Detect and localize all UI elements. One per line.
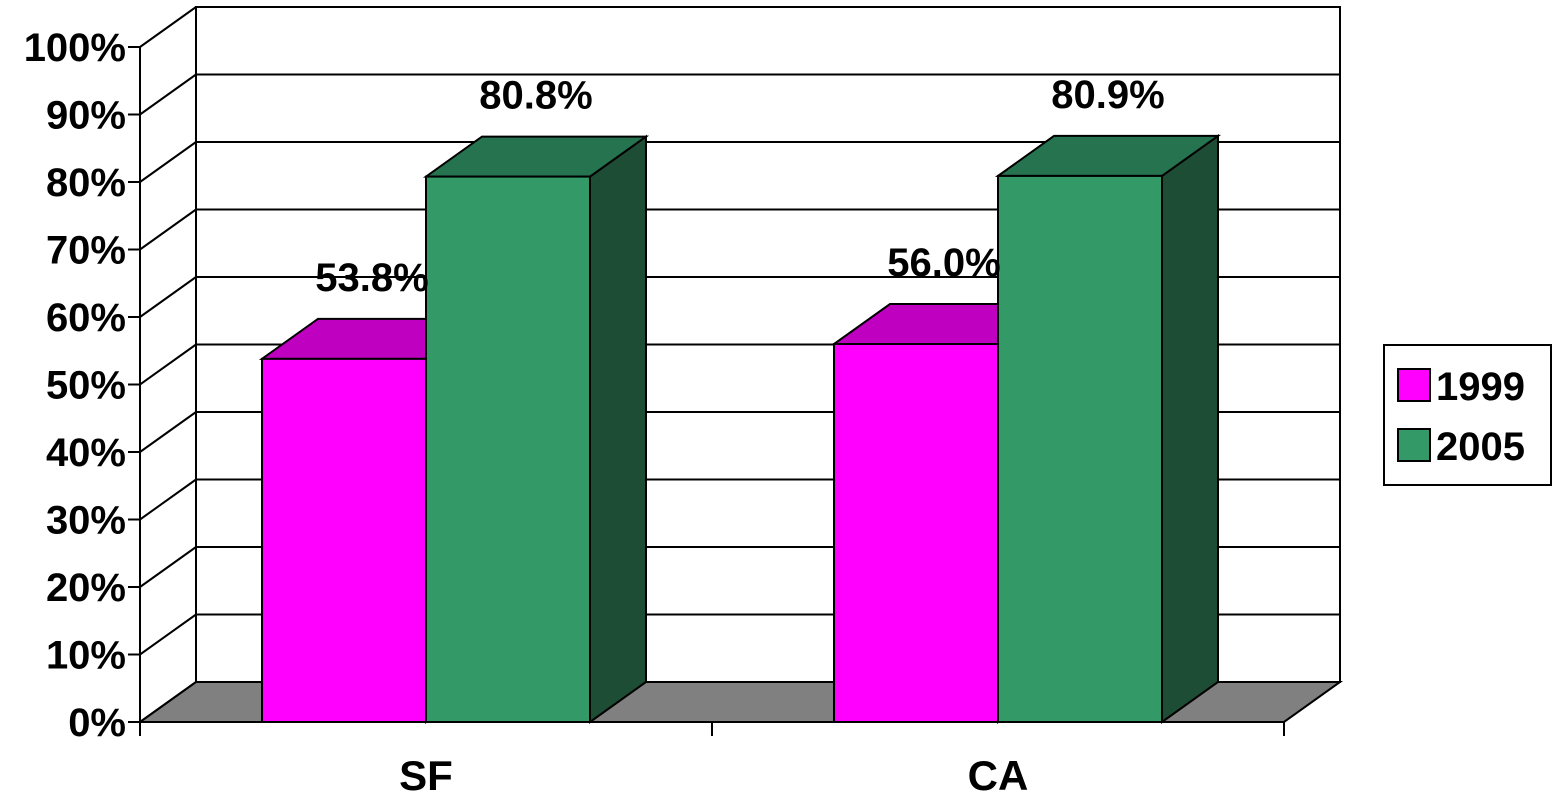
- legend-label: 2005: [1436, 425, 1525, 469]
- data-label: 80.8%: [479, 74, 592, 118]
- side-gridline: [139, 546, 197, 588]
- bar: [833, 343, 999, 723]
- legend-label: 1999: [1436, 365, 1525, 409]
- side-gridline: [139, 411, 197, 453]
- y-tick-label: 80%: [46, 161, 126, 205]
- legend: 1999 2005: [1383, 344, 1552, 486]
- side-gridline: [139, 478, 197, 521]
- legend-swatch: [1397, 428, 1431, 462]
- y-tick-label: 60%: [46, 296, 126, 340]
- y-tick-label: 20%: [46, 566, 126, 610]
- legend-swatch: [1397, 368, 1431, 402]
- bar: [261, 357, 427, 723]
- bar: [997, 174, 1163, 724]
- side-gridline: [139, 141, 197, 183]
- y-tick-label: 40%: [46, 431, 126, 475]
- y-tick-label: 30%: [46, 499, 126, 543]
- data-label: 80.9%: [1051, 73, 1164, 117]
- bars: [258, 133, 1222, 724]
- bar-side: [589, 134, 647, 724]
- side-gridline: [139, 276, 197, 318]
- y-tick-label: 70%: [46, 229, 126, 273]
- side-gridline: [139, 343, 197, 386]
- side-gridline: [139, 73, 197, 116]
- data-label: 56.0%: [887, 241, 1000, 285]
- axes: 0% 10% 20% 30% 40% 50% 60% 70% 80% 90% 100% SF CA: [24, 26, 1285, 794]
- side-gridline: [139, 613, 197, 656]
- y-tick-label: 100%: [24, 26, 126, 70]
- category-label: SF: [399, 752, 453, 794]
- y-tick-label: 0%: [68, 701, 126, 745]
- bar-side: [1161, 133, 1219, 724]
- side-gridline: [139, 6, 197, 48]
- y-tick-label: 90%: [46, 94, 126, 138]
- data-label: 53.8%: [315, 256, 428, 300]
- side-gridline: [139, 208, 197, 251]
- y-tick-label: 10%: [46, 634, 126, 678]
- category-label: CA: [968, 752, 1029, 794]
- y-tick-label: 50%: [46, 364, 126, 408]
- bar: [425, 175, 591, 724]
- data-labels: 53.8% 80.8% 56.0% 80.9%: [315, 73, 1164, 300]
